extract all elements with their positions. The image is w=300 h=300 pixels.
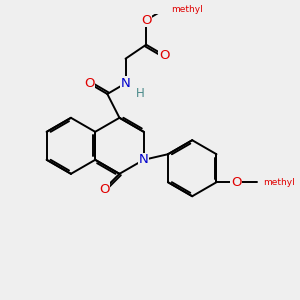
Text: O: O: [141, 14, 152, 27]
Text: O: O: [231, 176, 241, 189]
Text: N: N: [121, 77, 130, 90]
Text: methyl: methyl: [171, 5, 203, 14]
Text: O: O: [159, 49, 169, 62]
Text: methyl: methyl: [263, 178, 294, 187]
Text: O: O: [99, 183, 109, 196]
Text: H: H: [136, 87, 145, 100]
Text: N: N: [139, 153, 148, 166]
Text: O: O: [84, 77, 94, 90]
